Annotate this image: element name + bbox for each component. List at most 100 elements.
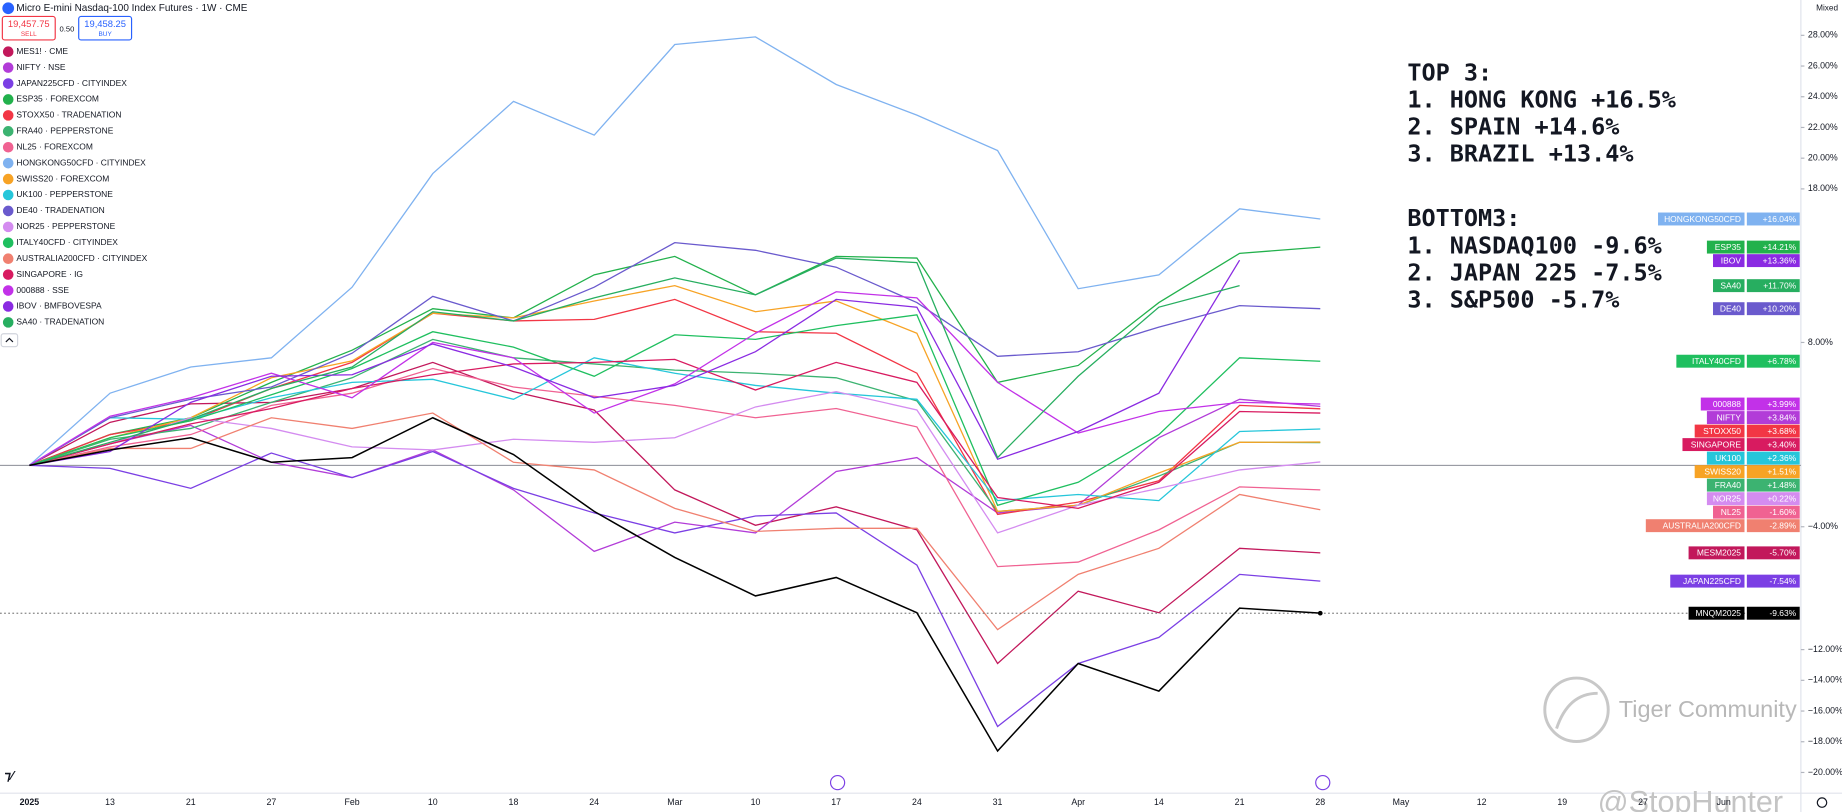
- price-label: JAPAN225CFD -7.54%: [1670, 574, 1800, 588]
- sell-button[interactable]: [1, 15, 56, 41]
- sell-label: SELL: [21, 31, 37, 38]
- price-label-name-box: [1658, 212, 1745, 226]
- y-tick-label: 8.00%: [1808, 337, 1833, 347]
- legend-icon: [2, 157, 14, 169]
- buy-button[interactable]: [78, 15, 133, 41]
- price-label-name: NOR25: [1713, 493, 1741, 503]
- series-line: [29, 246, 1321, 466]
- annotation-line: 3. S&P500 -5.7%: [1407, 285, 1619, 313]
- legend-entry: HONGKONG50CFD · CITYINDEX: [16, 157, 146, 167]
- price-label-value-box: [1746, 354, 1800, 368]
- legend-entry: NOR25 · PEPPERSTONE: [16, 221, 115, 231]
- price-label-value: +14.21%: [1763, 242, 1797, 252]
- scale-mode[interactable]: Mixed: [1816, 3, 1838, 12]
- price-label-name-box: [1706, 411, 1745, 425]
- x-tick-label: 10: [751, 797, 761, 807]
- price-label-value: +2.36%: [1767, 453, 1796, 463]
- legend-icon: [2, 205, 14, 217]
- legend-icon: [2, 94, 14, 105]
- price-label-name-box: [1694, 424, 1745, 438]
- legend-entry: IBOV · BMFBOVESPA: [16, 301, 102, 311]
- price-label-value: +1.51%: [1767, 466, 1796, 476]
- annotation-line: 1. NASDAQ100 -9.6%: [1407, 231, 1661, 259]
- watermark-logo-mark: [1555, 691, 1598, 730]
- price-label-name-box: [1713, 505, 1745, 519]
- x-tick-label: 27: [267, 797, 277, 807]
- annotation-line: TOP 3:: [1407, 59, 1492, 87]
- legend-entry: NIFTY · NSE: [16, 62, 65, 72]
- price-label: AUSTRALIA200CFD -2.89%: [1645, 519, 1800, 533]
- price-label-value: +3.84%: [1767, 412, 1796, 422]
- legend-entry: SINGAPORE · IG: [16, 269, 83, 279]
- price-label-name-box: [1713, 279, 1745, 293]
- price-label-value-box: [1746, 451, 1800, 465]
- y-tick-label: 22.00%: [1808, 122, 1838, 132]
- x-tick-label: 28: [1315, 797, 1325, 807]
- watermark-logo: [1543, 676, 1610, 743]
- price-label-name-box: [1706, 451, 1745, 465]
- x-tick-label: 2025: [20, 797, 40, 807]
- price-label-value: +10.20%: [1763, 304, 1797, 314]
- price-label: NIFTY +3.84%: [1706, 411, 1800, 425]
- price-label-name: STOXX50: [1703, 426, 1741, 436]
- series-line: [29, 259, 1241, 466]
- price-label-name: ESP35: [1715, 242, 1742, 252]
- price-label-value: +3.40%: [1767, 439, 1796, 449]
- legend-entry: JAPAN225CFD · CITYINDEX: [16, 78, 127, 88]
- tv-logo: ⁊⁄: [5, 768, 16, 783]
- price-label-value-box: [1746, 279, 1800, 293]
- legend-entry: UK100 · PEPPERSTONE: [16, 189, 113, 199]
- legend-icon: [2, 126, 14, 137]
- price-label: HONGKONG50CFD +16.04%: [1658, 212, 1800, 226]
- x-tick-label: 12: [1477, 797, 1487, 807]
- price-label-value-box: [1746, 492, 1800, 506]
- legend-icon: [2, 173, 14, 185]
- price-label: STOXX50 +3.68%: [1694, 424, 1800, 438]
- price-label-value-box: [1746, 411, 1800, 425]
- series-line: [29, 357, 1321, 502]
- price-label-name-box: [1700, 397, 1745, 411]
- y-tick-label: −20.00%: [1808, 767, 1842, 777]
- price-label-name-box: [1676, 354, 1745, 368]
- x-tick-label: 31: [993, 797, 1003, 807]
- price-label-value-box: [1746, 465, 1800, 479]
- x-tick-label: 24: [589, 797, 599, 807]
- price-label: IBOV +13.36%: [1713, 254, 1800, 268]
- settings-icon[interactable]: [1816, 797, 1828, 808]
- legend-entry: ESP35 · FOREXCOM: [16, 94, 99, 104]
- legend-entry: AUSTRALIA200CFD · CITYINDEX: [16, 253, 147, 263]
- legend-icon: [2, 46, 14, 57]
- legend-entry: 000888 · SSE: [16, 285, 69, 295]
- series-line: [29, 257, 1240, 466]
- y-tick-label: 26.00%: [1808, 60, 1838, 70]
- event-icon[interactable]: [829, 774, 846, 791]
- price-label-value-box: [1746, 397, 1800, 411]
- price-label-value: +1.48%: [1767, 480, 1796, 490]
- price-label-value: +0.22%: [1767, 493, 1796, 503]
- watermark: Tiger Community @StopHunter: [1543, 676, 1797, 812]
- series-line: [29, 367, 1321, 568]
- series-line: [29, 291, 1321, 466]
- price-label-value: +16.04%: [1763, 214, 1797, 224]
- legend-entry: NL25 · FOREXCOM: [16, 141, 92, 151]
- price-label-name-box: [1645, 519, 1745, 533]
- symbol-title[interactable]: Micro E-mini Nasdaq-100 Index Futures · …: [16, 3, 247, 14]
- price-label-value-box: [1746, 302, 1800, 316]
- legend-entry: STOXX50 · TRADENATION: [16, 110, 121, 120]
- price-label-value: +3.99%: [1767, 399, 1796, 409]
- watermark-handle: @StopHunter: [1598, 785, 1783, 812]
- price-label-name: DE40: [1720, 304, 1741, 314]
- series-line: [28, 36, 1321, 466]
- series-line: [29, 338, 1321, 513]
- price-label-name-box: [1694, 465, 1745, 479]
- legend-icon: [2, 110, 14, 121]
- price-label-value-box: [1746, 254, 1800, 268]
- x-tick-label: Jun: [1717, 797, 1731, 807]
- price-label-name: SINGAPORE: [1691, 439, 1742, 449]
- annotation-line: 3. BRAZIL +13.4%: [1407, 140, 1633, 168]
- event-icon[interactable]: [1315, 774, 1331, 791]
- price-label-name-box: [1688, 546, 1745, 560]
- series-line: [29, 358, 1321, 510]
- collapse-legend[interactable]: [0, 333, 19, 348]
